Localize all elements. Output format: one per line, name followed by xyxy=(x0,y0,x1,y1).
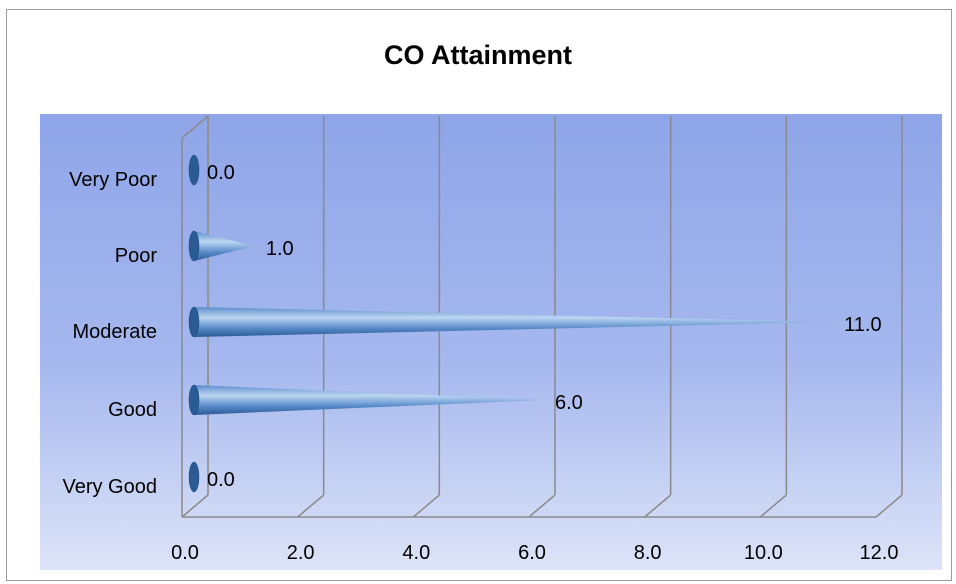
gridline-depth xyxy=(297,494,325,518)
x-tick-label: 12.0 xyxy=(860,542,899,564)
data-label: 6.0 xyxy=(555,392,583,414)
x-tick-label: 6.0 xyxy=(518,542,546,564)
bars xyxy=(188,154,833,493)
gridline-depth xyxy=(181,494,209,518)
category-label: Good xyxy=(108,399,157,421)
gridline-depth xyxy=(644,494,672,518)
category-label: Moderate xyxy=(73,321,158,343)
gridline-depth xyxy=(412,494,440,518)
category-label: Very Good xyxy=(62,476,157,498)
cone-base xyxy=(188,306,200,338)
cone-bar xyxy=(194,231,254,261)
data-label: 11.0 xyxy=(844,314,881,336)
plot-area xyxy=(40,114,942,570)
data-label: 0.0 xyxy=(207,469,235,491)
axis-wall-top xyxy=(181,115,209,139)
cone-base xyxy=(188,384,200,416)
gridline-depth xyxy=(759,494,787,518)
gridline-depth xyxy=(528,494,556,518)
cone-bar xyxy=(194,307,833,337)
data-label: 0.0 xyxy=(207,162,235,184)
gridlines xyxy=(181,115,903,518)
x-tick-label: 2.0 xyxy=(287,542,315,564)
category-label: Poor xyxy=(115,245,158,267)
x-tick-label: 4.0 xyxy=(402,542,430,564)
gridline-depth xyxy=(875,494,903,518)
x-tick-label: 8.0 xyxy=(634,542,662,564)
x-tick-label: 0.0 xyxy=(171,542,199,564)
cone-base xyxy=(188,230,200,262)
cone-bar xyxy=(194,385,543,415)
chart-title: CO Attainment xyxy=(384,40,572,70)
cone-base xyxy=(188,461,200,493)
x-tick-label: 10.0 xyxy=(744,542,783,564)
cone-base xyxy=(188,154,200,186)
category-label: Very Poor xyxy=(69,169,157,191)
labels: 0.0 2.0 4.0 6.0 8.0 10.0 12.0 Very Poor 0.0 Poor 1… xyxy=(62,162,898,564)
data-label: 1.0 xyxy=(266,238,294,260)
